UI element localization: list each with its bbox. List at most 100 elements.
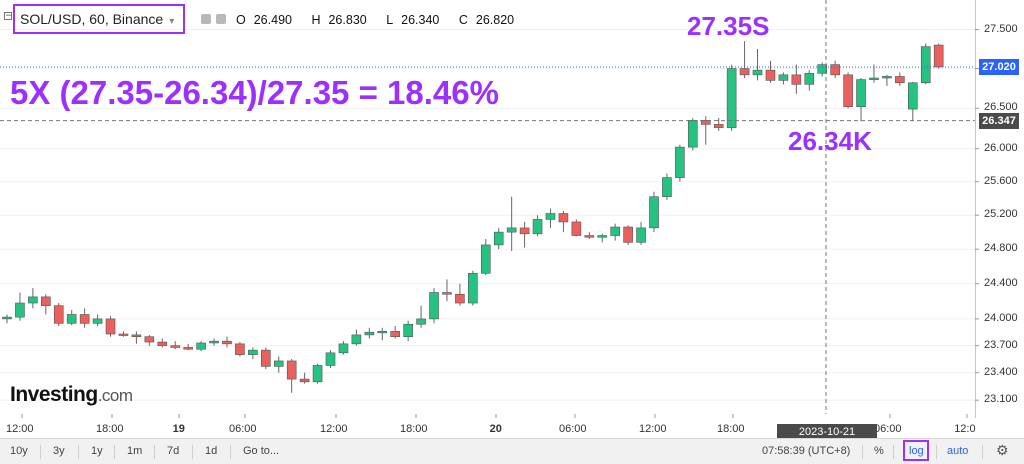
percent-scale-button[interactable]: %: [874, 445, 884, 457]
settings-icon[interactable]: [216, 14, 226, 24]
range-1y-button[interactable]: 1y: [91, 445, 103, 457]
symbol-highlight-box: [13, 4, 185, 34]
candle-body: [364, 331, 375, 336]
x-tick-label: 06:00: [229, 423, 257, 435]
candle-body: [649, 196, 659, 229]
y-tick-label: 27.500: [984, 22, 1018, 35]
candle-body: [53, 305, 64, 324]
candle-body: [28, 296, 38, 304]
candle-body: [726, 68, 737, 128]
range-1m-button[interactable]: 1m: [127, 445, 143, 457]
open-value: O 26.490: [236, 13, 292, 27]
candle-body: [933, 44, 944, 68]
candle-body: [183, 347, 193, 350]
close-value: C 26.820: [458, 13, 515, 27]
candle-body: [235, 343, 245, 355]
candle-body: [752, 69, 763, 76]
candle-body: [79, 314, 90, 324]
y-tick-label: 24.800: [984, 242, 1018, 255]
candle-body: [131, 334, 142, 337]
y-tick-label: 23.400: [984, 365, 1018, 378]
candle-body: [713, 124, 724, 128]
candle-body: [506, 227, 517, 233]
x-tick-label: 12:00: [320, 423, 348, 435]
x-tick-label: 18:00: [96, 423, 124, 435]
candle-body: [610, 226, 620, 236]
goto-date-button[interactable]: Go to...: [243, 445, 280, 457]
log-scale-button[interactable]: log: [909, 445, 924, 457]
candle-body: [260, 349, 271, 367]
long-entry-annotation: 26.34K: [788, 126, 872, 156]
candle-body: [817, 64, 828, 74]
candle-body: [325, 352, 336, 366]
candle-body: [519, 227, 530, 235]
eye-icon[interactable]: [201, 14, 211, 24]
candle-body: [2, 316, 12, 320]
candle-body: [209, 340, 219, 344]
candle-body: [856, 79, 866, 107]
candle-body: [882, 76, 892, 79]
crosshair-price-tag: 26.347: [979, 112, 1019, 129]
last-price-tag: 27.020: [979, 58, 1019, 75]
range-3y-button[interactable]: 3y: [53, 445, 65, 457]
candle-body: [338, 343, 349, 354]
candle-body: [416, 318, 426, 325]
symbol-selector[interactable]: SOL/USD, 60, Binance ▾: [20, 11, 174, 27]
symbol-text: SOL/USD, 60, Binance: [20, 11, 164, 27]
candle-body: [196, 342, 206, 350]
candle-body: [700, 120, 711, 125]
range-1d-button[interactable]: 1d: [205, 445, 218, 457]
candle-body: [843, 74, 853, 107]
candle-body: [869, 77, 879, 80]
y-tick-label: 26.000: [984, 141, 1018, 154]
x-tick-label: 06:00: [874, 423, 902, 435]
short-entry-annotation: 27.35S: [687, 11, 770, 41]
x-tick-label: 20: [489, 423, 502, 435]
plot-area[interactable]: [0, 0, 976, 418]
candle-body: [429, 292, 439, 320]
clock-timezone[interactable]: 07:58:39 (UTC+8): [762, 445, 851, 457]
candle-body: [390, 331, 401, 337]
gear-icon[interactable]: ⚙: [996, 442, 1009, 458]
candle-body: [791, 74, 802, 85]
x-tick-label: 12:00: [6, 423, 34, 435]
candle-body: [15, 302, 25, 318]
collapse-legend-icon[interactable]: −: [4, 11, 13, 21]
candle-body: [597, 235, 608, 238]
candle-body: [907, 82, 918, 110]
candle-body: [584, 235, 595, 238]
y-tick-label: 25.200: [984, 208, 1018, 221]
candle-body: [493, 231, 504, 246]
candle-body: [248, 349, 258, 355]
range-7d-button[interactable]: 7d: [167, 445, 180, 457]
formula-annotation: 5X (27.35-26.34)/27.35 = 18.46%: [10, 74, 499, 111]
auto-scale-button[interactable]: auto: [947, 445, 969, 457]
low-value: L 26.340: [386, 13, 440, 27]
y-tick-label: 26.500: [984, 101, 1018, 114]
candle-body: [377, 331, 388, 334]
candle-body: [105, 318, 116, 335]
x-tick-label: 18:00: [717, 423, 745, 435]
candle-body: [920, 46, 931, 84]
candle-body: [480, 244, 491, 274]
y-tick-label: 24.000: [984, 311, 1018, 324]
x-tick-label: 06:00: [559, 423, 587, 435]
candle-body: [895, 76, 905, 84]
candle-body: [92, 318, 103, 324]
candle-body: [830, 64, 840, 76]
log-highlight-box: [903, 440, 929, 461]
candle-body: [455, 293, 465, 304]
candle-body: [778, 74, 789, 81]
candle-body: [351, 334, 362, 345]
candle-body: [739, 68, 750, 76]
candle-body: [299, 378, 310, 383]
y-tick-label: 25.600: [984, 174, 1018, 187]
range-10y-button[interactable]: 10y: [10, 445, 28, 457]
ohlc-readout: O 26.490 H 26.830 L 26.340 C 26.820: [236, 13, 530, 27]
high-value: H 26.830: [311, 13, 367, 27]
candle-body: [286, 360, 297, 380]
x-tick-label: 18:00: [400, 423, 428, 435]
candle-body: [312, 365, 323, 383]
candle-body: [675, 146, 685, 178]
